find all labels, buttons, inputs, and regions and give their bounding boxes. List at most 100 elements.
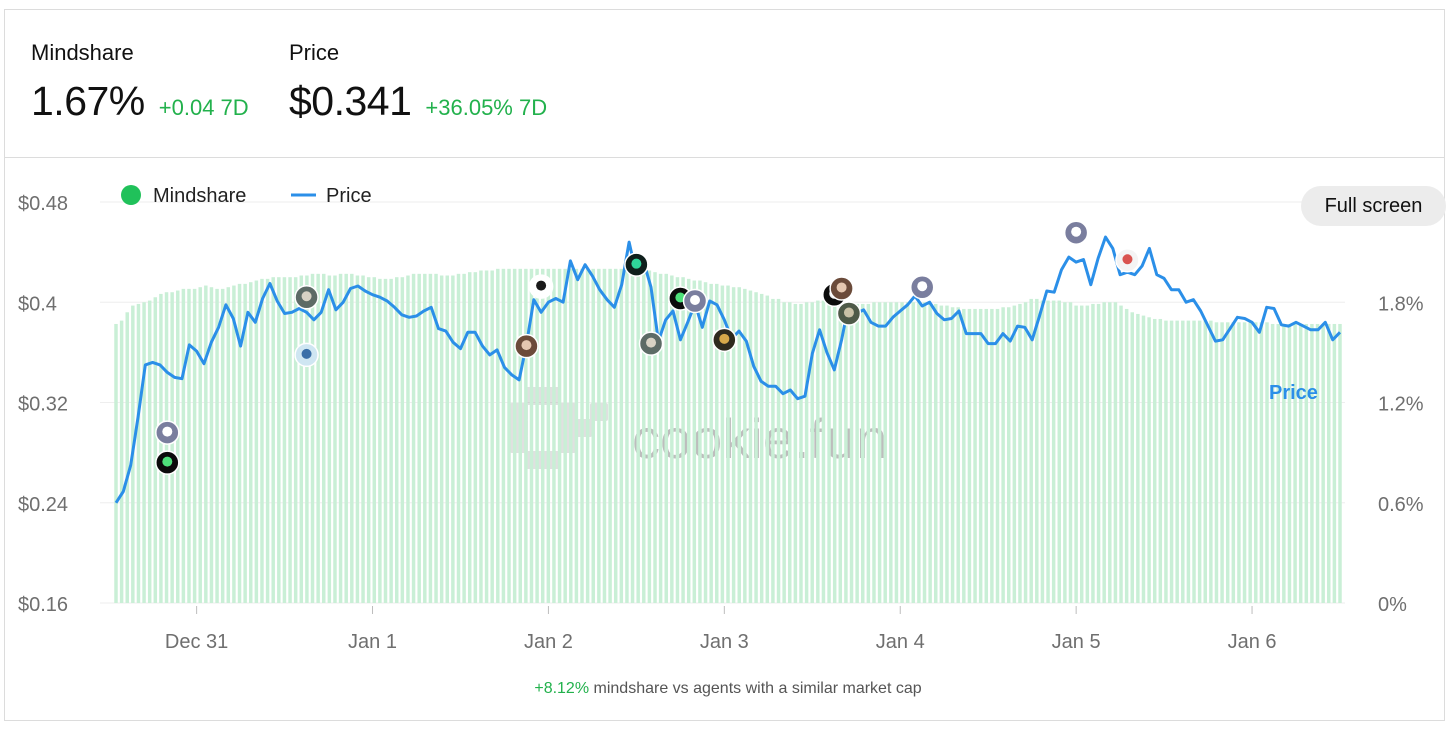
mindshare-bar	[406, 275, 410, 603]
full-screen-button[interactable]: Full screen	[1301, 186, 1446, 226]
mindshare-bar	[1315, 323, 1320, 603]
mindshare-bar	[922, 302, 927, 603]
mindshare-bar	[1254, 322, 1258, 603]
x-axis-tick-label: Dec 31	[165, 631, 228, 653]
mindshare-bar	[619, 268, 624, 603]
mindshare-bar	[585, 268, 590, 603]
mindshare-bar	[282, 277, 287, 603]
mindshare-bar	[1304, 323, 1309, 603]
mindshare-bar	[147, 300, 152, 603]
mindshare-bar	[832, 300, 837, 603]
header-divider	[4, 157, 1445, 158]
mindshare-bar	[439, 275, 444, 603]
mindshare-bar	[1063, 302, 1067, 603]
event-avatar	[836, 301, 862, 326]
x-axis-tick-label: Jan 6	[1228, 631, 1277, 653]
price-series-label: Price	[1269, 382, 1318, 404]
mindshare-bar	[675, 277, 680, 603]
mindshare-bar	[569, 268, 573, 603]
mindshare-bar	[417, 273, 421, 603]
mindshare-bar	[1186, 320, 1191, 603]
mindshare-bar	[956, 307, 960, 603]
mindshare-bar	[1192, 320, 1196, 603]
mindshare-bar	[900, 302, 904, 603]
mindshare-bar	[917, 302, 921, 603]
mindshare-change: +0.04 7D	[158, 95, 249, 120]
mindshare-bar	[434, 273, 438, 603]
avatar-face	[631, 258, 642, 269]
right-axis-tick-label: 1.8%	[1378, 293, 1424, 315]
mindshare-bar	[305, 275, 309, 603]
mindshare-bar	[1310, 323, 1314, 603]
mindshare-bar	[192, 288, 197, 603]
mindshare-bar	[653, 272, 657, 603]
mindshare-comparison-text: mindshare vs agents with a similar marke…	[593, 680, 922, 697]
mindshare-label: Mindshare	[31, 40, 134, 65]
mindshare-bar	[720, 285, 725, 603]
mindshare-bar	[445, 275, 450, 603]
mindshare-bar	[597, 268, 601, 603]
mindshare-bar	[170, 292, 174, 603]
mindshare-bar	[799, 303, 803, 603]
watermark-pixel	[542, 387, 560, 405]
mindshare-bar	[164, 292, 169, 603]
mindshare-bar	[804, 302, 809, 603]
mindshare-bar	[748, 290, 753, 603]
mindshare-bar	[529, 268, 534, 603]
mindshare-bar	[765, 295, 770, 603]
mindshare-bar	[1029, 298, 1033, 603]
mindshare-bar	[670, 275, 674, 603]
mindshare-bar	[1074, 305, 1078, 603]
left-axis-tick-label: $0.16	[18, 594, 68, 616]
mindshare-bar	[731, 287, 736, 603]
mindshare-bar	[1035, 298, 1039, 603]
mindshare-bar	[237, 283, 242, 603]
x-axis-tick-label: Jan 1	[348, 631, 397, 653]
avatar-face	[536, 280, 547, 291]
mindshare-bar	[344, 273, 348, 603]
mindshare-bar	[338, 273, 343, 603]
mindshare-bar	[838, 300, 843, 603]
mindshare-bar	[563, 268, 567, 603]
mindshare-bar	[1321, 323, 1325, 603]
mindshare-bar	[1001, 307, 1005, 603]
mindshare-bar	[462, 273, 466, 603]
mindshare-bar	[1108, 302, 1112, 603]
mindshare-bar	[215, 288, 219, 603]
mindshare-bar	[1113, 302, 1118, 603]
x-axis-tick-label: Jan 5	[1052, 631, 1101, 653]
mindshare-bar	[737, 287, 741, 603]
mindshare-bar	[243, 283, 247, 603]
mindshare-bar	[1327, 323, 1331, 603]
mindshare-bar	[1040, 300, 1045, 603]
event-avatar	[1063, 220, 1089, 245]
mindshare-value: 1.67%	[31, 78, 145, 124]
mindshare-bar	[715, 283, 719, 603]
event-avatar	[682, 288, 708, 314]
mindshare-bar	[557, 268, 562, 603]
mindshare-bar	[883, 302, 887, 603]
mindshare-bar	[939, 305, 944, 603]
mindshare-bar	[995, 308, 1000, 603]
mindshare-bar	[524, 268, 528, 603]
event-avatar	[294, 342, 319, 368]
mindshare-bar	[540, 268, 545, 603]
mindshare-bar	[844, 302, 848, 603]
mindshare-comparison-note: +8.12% mindshare vs agents with a simila…	[0, 680, 1456, 698]
mindshare-bar	[1298, 323, 1303, 603]
mindshare-bar	[889, 302, 893, 603]
mindshare-bar	[630, 270, 635, 603]
mindshare-bar	[973, 308, 977, 603]
x-axis-tick-label: Jan 3	[700, 631, 749, 653]
mindshare-bar	[608, 268, 612, 603]
mindshare-bar	[411, 273, 416, 603]
mindshare-bar	[209, 287, 214, 603]
mindshare-bar	[574, 268, 579, 603]
mindshare-bar	[467, 272, 472, 603]
mindshare-bar	[1147, 317, 1151, 603]
left-axis-tick-label: $0.4	[18, 293, 57, 315]
event-avatar	[624, 252, 649, 277]
mindshare-bar	[220, 288, 225, 603]
mindshare-bar	[692, 280, 697, 603]
mindshare-bar	[636, 270, 640, 603]
